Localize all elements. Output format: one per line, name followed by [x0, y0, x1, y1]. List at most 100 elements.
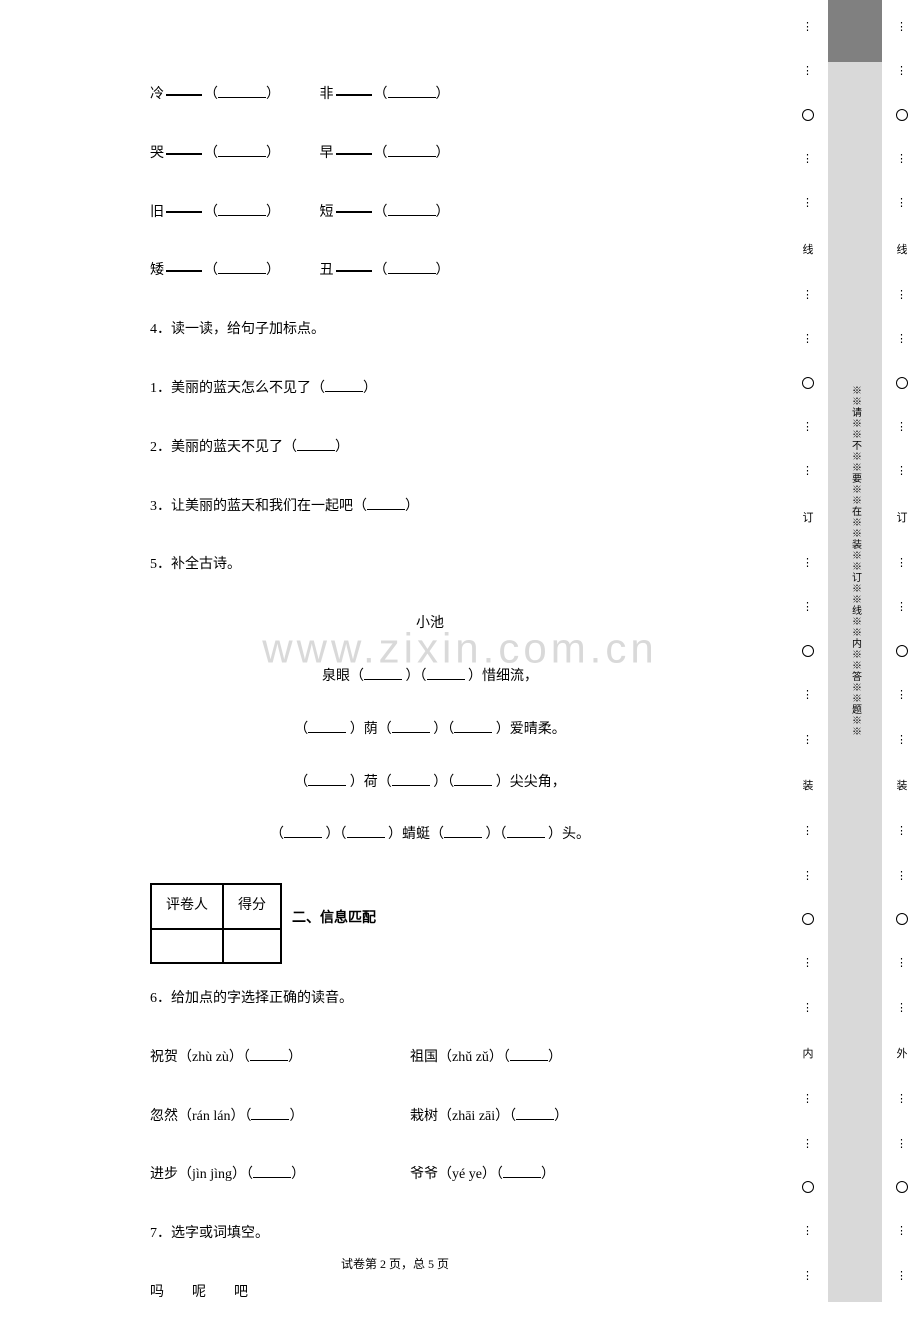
- blank-field[interactable]: [250, 1047, 288, 1061]
- ring-icon: [802, 1181, 814, 1193]
- section-title: 二、信息匹配: [292, 904, 376, 935]
- dots-icon: ⋮: [896, 1092, 908, 1105]
- blank-field[interactable]: [444, 824, 482, 838]
- ring-icon: [896, 109, 908, 121]
- eval-cell[interactable]: [223, 929, 281, 963]
- blank-field[interactable]: [284, 824, 322, 838]
- dash-icon: [166, 94, 202, 96]
- dots-icon: ⋮: [896, 288, 908, 301]
- binding-warning: ※※请※※不※※要※※在※※装※※订※※线※※内※※答※※题※※: [848, 385, 863, 1102]
- paren-close: ）: [335, 440, 349, 455]
- dots-icon: ⋮: [896, 152, 908, 165]
- eval-header: 得分: [223, 884, 281, 929]
- blank-field[interactable]: [516, 1106, 554, 1120]
- blank-field[interactable]: [454, 772, 492, 786]
- blank-field[interactable]: [367, 496, 405, 510]
- blank-field[interactable]: [454, 719, 492, 733]
- dash-icon: [336, 270, 372, 272]
- bind-char: 线: [803, 241, 814, 257]
- blank-field[interactable]: [388, 143, 436, 157]
- q6-row: 进步（jìn jìng）（） 爷爷（yé ye）（）: [150, 1160, 710, 1191]
- antonym-char: 短: [320, 205, 334, 220]
- antonym-char: 旧: [150, 205, 164, 220]
- ring-icon: [802, 913, 814, 925]
- poem-line: 泉眼（ ）（ ）惜细流，: [150, 662, 710, 693]
- dots-icon: ⋮: [896, 420, 908, 433]
- blank-field[interactable]: [218, 143, 266, 157]
- q4-item: 2．美丽的蓝天不见了（: [150, 440, 297, 455]
- blank-field[interactable]: [427, 666, 465, 680]
- blank-field[interactable]: [388, 202, 436, 216]
- q7-title: 7．选字或词填空。: [150, 1219, 710, 1250]
- dots-icon: ⋮: [802, 64, 814, 77]
- bind-char: 外: [897, 1045, 908, 1061]
- eval-table: 评卷人得分: [150, 883, 282, 964]
- blank-field[interactable]: [503, 1164, 541, 1178]
- bind-char: 装: [897, 777, 908, 793]
- antonym-pairs: 冷（） 非（） 哭（） 早（） 旧（） 短（） 矮（） 丑（）: [150, 80, 710, 287]
- blank-field[interactable]: [308, 719, 346, 733]
- blank-field[interactable]: [392, 772, 430, 786]
- blank-field[interactable]: [218, 202, 266, 216]
- blank-field[interactable]: [218, 260, 266, 274]
- dots-icon: ⋮: [802, 152, 814, 165]
- antonym-char: 非: [320, 87, 334, 102]
- antonym-char: 早: [320, 146, 334, 161]
- blank-field[interactable]: [364, 666, 402, 680]
- dash-icon: [166, 270, 202, 272]
- dots-icon: ⋮: [896, 64, 908, 77]
- margin-bar-dark: [828, 0, 882, 62]
- blank-field[interactable]: [297, 437, 335, 451]
- antonym-char: 哭: [150, 146, 164, 161]
- dots-icon: ⋮: [802, 956, 814, 969]
- dots-icon: ⋮: [896, 1001, 908, 1014]
- q4-item: 1．美丽的蓝天怎么不见了（: [150, 381, 325, 396]
- ring-icon: [896, 913, 908, 925]
- dots-icon: ⋮: [896, 688, 908, 701]
- dots-icon: ⋮: [802, 420, 814, 433]
- blank-field[interactable]: [510, 1047, 548, 1061]
- blank-field[interactable]: [507, 824, 545, 838]
- dash-icon: [336, 153, 372, 155]
- blank-field[interactable]: [251, 1106, 289, 1120]
- paren-close: ）: [363, 381, 377, 396]
- binding-margin: ※※请※※不※※要※※在※※装※※订※※线※※内※※答※※题※※ ⋮ ⋮ ⋮ ⋮…: [790, 0, 920, 1302]
- blank-field[interactable]: [392, 719, 430, 733]
- section-header: 评卷人得分 二、信息匹配: [150, 875, 710, 964]
- blank-field[interactable]: [325, 378, 363, 392]
- dots-icon: ⋮: [802, 196, 814, 209]
- binding-col-inner: ⋮ ⋮ ⋮ ⋮ 线 ⋮ ⋮ ⋮ ⋮ 订 ⋮ ⋮ ⋮ ⋮ 装 ⋮ ⋮ ⋮ ⋮ 内 …: [794, 20, 822, 1282]
- q6-title: 6．给加点的字选择正确的读音。: [150, 984, 710, 1015]
- q4-title: 4．读一读，给句子加标点。: [150, 315, 710, 346]
- blank-field[interactable]: [388, 84, 436, 98]
- dots-icon: ⋮: [802, 869, 814, 882]
- dots-icon: ⋮: [802, 1269, 814, 1282]
- dots-icon: ⋮: [896, 733, 908, 746]
- dash-icon: [166, 211, 202, 213]
- blank-field[interactable]: [388, 260, 436, 274]
- ring-icon: [802, 109, 814, 121]
- dots-icon: ⋮: [896, 1137, 908, 1150]
- eval-cell[interactable]: [151, 929, 223, 963]
- dots-icon: ⋮: [802, 1137, 814, 1150]
- dash-icon: [166, 153, 202, 155]
- blank-field[interactable]: [308, 772, 346, 786]
- dots-icon: ⋮: [802, 688, 814, 701]
- paren-close: ）: [405, 499, 419, 514]
- dots-icon: ⋮: [802, 733, 814, 746]
- bind-char: 线: [897, 241, 908, 257]
- blank-field[interactable]: [253, 1164, 291, 1178]
- poem-title: 小池: [150, 609, 710, 640]
- bind-char: 装: [803, 777, 814, 793]
- q7-options: 吗 呢 吧: [150, 1278, 710, 1309]
- blank-field[interactable]: [347, 824, 385, 838]
- dots-icon: ⋮: [802, 1001, 814, 1014]
- poem-line: （ ）荷（ ）（ ）尖尖角，: [150, 768, 710, 799]
- dots-icon: ⋮: [802, 1092, 814, 1105]
- q6-row: 忽然（rán lán）（） 栽树（zhāi zāi）（）: [150, 1102, 710, 1133]
- dots-icon: ⋮: [802, 288, 814, 301]
- dots-icon: ⋮: [802, 332, 814, 345]
- dots-icon: ⋮: [802, 556, 814, 569]
- bind-char: 内: [803, 1045, 814, 1061]
- blank-field[interactable]: [218, 84, 266, 98]
